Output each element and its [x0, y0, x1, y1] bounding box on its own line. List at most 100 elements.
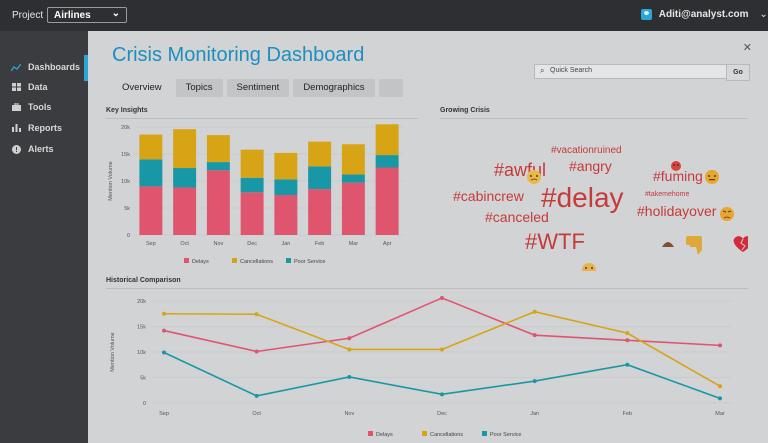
- legend-label: Poor Service: [490, 432, 522, 438]
- data-point: [347, 347, 352, 352]
- data-point: [532, 379, 537, 384]
- data-point: [718, 396, 722, 401]
- word-fuming: #fuming: [653, 168, 703, 184]
- project-select[interactable]: Airlines ⌄: [47, 7, 127, 23]
- data-point: [718, 343, 722, 348]
- legend-label: Cancellations: [240, 259, 273, 265]
- bar-delays: [308, 189, 332, 235]
- search-input[interactable]: ⌕ Quick Search: [534, 64, 728, 79]
- bar-delays: [240, 192, 264, 235]
- x-tick-label: Oct: [180, 241, 189, 247]
- broken-heart-icon: [733, 236, 748, 252]
- historical-line-chart: 0 5k 10k 15k 20k Mention Volume Sep Oct Nov Dec Ja…: [110, 295, 732, 438]
- x-tick-label: Dec: [247, 241, 257, 247]
- sidebar-item-alerts[interactable]: Alerts: [11, 142, 54, 156]
- sidebar-item-data[interactable]: Data: [11, 80, 48, 94]
- tab-overview[interactable]: Overview: [112, 79, 172, 97]
- legend-label: Delays: [376, 432, 393, 438]
- y-tick-label: 15k: [121, 152, 130, 158]
- x-tick-label: Nov: [344, 411, 354, 417]
- briefcase-icon: [11, 102, 21, 112]
- sidebar-item-label: Alerts: [28, 144, 54, 154]
- data-point: [254, 312, 259, 317]
- legend-label: Delays: [192, 259, 209, 265]
- historical-title: Historical Comparison: [106, 277, 181, 284]
- go-button[interactable]: Go: [726, 64, 750, 81]
- x-tick-label: Dec: [437, 411, 447, 417]
- legend-swatch: [482, 431, 487, 436]
- tab-blank[interactable]: [378, 79, 403, 97]
- search-placeholder: Quick Search: [550, 67, 593, 74]
- pouting-face-icon: [720, 207, 734, 221]
- x-tick-label: Sep: [159, 411, 169, 417]
- y-tick-label: 10k: [121, 179, 130, 185]
- growing-crisis-title: Growing Crisis: [440, 107, 490, 114]
- bar-poor-service: [206, 162, 230, 171]
- close-icon[interactable]: ✕: [742, 42, 752, 54]
- x-tick-label: Jan: [281, 241, 290, 247]
- legend-swatch: [368, 431, 373, 436]
- poop-icon: [662, 242, 674, 247]
- x-tick-label: Apr: [383, 241, 392, 247]
- series-line-delays: [163, 297, 721, 353]
- sweat-face-icon: [527, 170, 541, 184]
- bar-poor-service: [173, 168, 197, 188]
- y-tick-label: 5k: [140, 376, 146, 382]
- sidebar-item-reports[interactable]: Reports: [11, 121, 62, 135]
- data-point: [532, 309, 537, 314]
- data-point: [440, 295, 444, 300]
- project-label: Project: [12, 10, 44, 21]
- eyeroll-face-icon: [582, 263, 596, 271]
- tab-topics[interactable]: Topics: [175, 79, 223, 97]
- bar-delays: [173, 187, 197, 235]
- data-point: [254, 349, 259, 354]
- dashboard-panel: Crisis Monitoring Dashboard ✕ Overview T…: [88, 31, 768, 443]
- divider: [106, 118, 418, 119]
- sidebar-item-tools[interactable]: Tools: [11, 100, 51, 114]
- key-insights-title: Key Insights: [106, 107, 148, 114]
- word-delay: #delay: [541, 182, 624, 213]
- dashboard-icon: [11, 62, 21, 72]
- word-holidayover: #holidayover: [637, 203, 717, 219]
- y-axis-label: Mention Volume: [110, 332, 116, 371]
- bar-delays: [206, 170, 230, 235]
- sidebar-item-label: Tools: [28, 102, 52, 112]
- data-point: [162, 350, 166, 355]
- word-angry: #angry: [569, 158, 612, 174]
- steam-face-icon: [705, 170, 719, 184]
- project-select-value: Airlines: [54, 10, 91, 21]
- active-indicator: [84, 55, 88, 81]
- bar-poor-service: [341, 174, 365, 183]
- data-point: [162, 328, 166, 333]
- y-tick-label: 20k: [121, 125, 130, 131]
- word-canceled: #canceled: [485, 209, 549, 225]
- legend-label: Poor Service: [294, 259, 326, 265]
- legend-swatch: [184, 258, 189, 263]
- bar-cancellations: [139, 134, 163, 160]
- word-cloud: #vacationruined #awful #angry #fuming #c…: [453, 145, 748, 271]
- tab-sentiment[interactable]: Sentiment: [226, 79, 290, 97]
- bar-poor-service: [240, 177, 264, 193]
- search-icon: ⌕: [540, 66, 545, 75]
- sidebar-item-dashboards[interactable]: Dashboards: [11, 60, 80, 74]
- x-tick-label: Oct: [252, 411, 261, 417]
- tab-bar: Overview Topics Sentiment Demographics: [112, 79, 403, 97]
- x-tick-label: Jan: [530, 411, 539, 417]
- legend-swatch: [422, 431, 427, 436]
- tab-demographics[interactable]: Demographics: [293, 79, 375, 97]
- word-takemehome: #takemehome: [645, 191, 689, 198]
- word-wtf: #WTF: [525, 229, 585, 254]
- x-tick-label: Mar: [349, 241, 359, 247]
- data-point: [440, 347, 444, 352]
- y-tick-label: 0: [127, 233, 130, 239]
- data-point: [347, 336, 352, 341]
- key-insights-bar-chart: 0 5k 10k 15k 20k Mention Volume Sep Oct Nov Dec Ja…: [108, 124, 404, 265]
- user-menu[interactable]: Aditi@analyst.com ⌄: [641, 9, 768, 20]
- bar-chart-icon: [11, 123, 21, 133]
- data-point: [625, 338, 630, 343]
- thumbs-down-icon: [686, 236, 702, 255]
- bar-delays: [375, 167, 399, 235]
- y-tick-label: 15k: [137, 325, 146, 331]
- data-point: [625, 331, 630, 336]
- user-name: Aditi@analyst.com: [658, 9, 749, 20]
